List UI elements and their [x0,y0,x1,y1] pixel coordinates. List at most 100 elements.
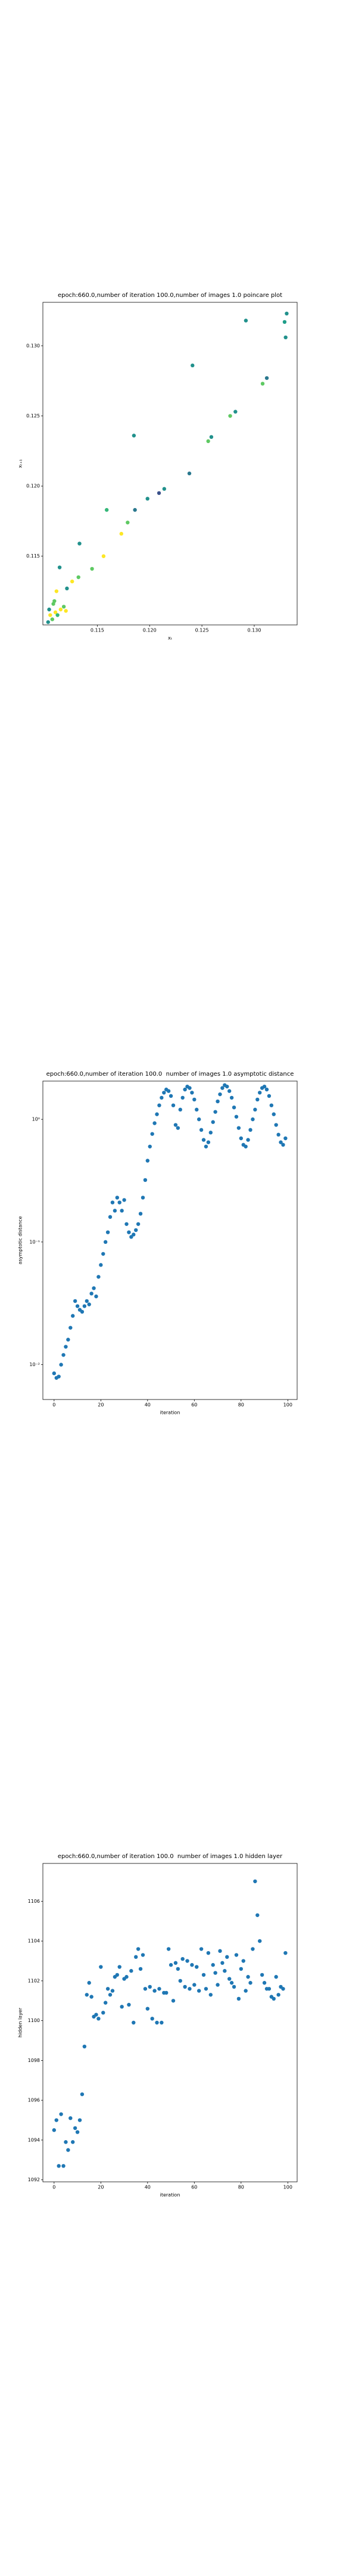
point [169,1094,173,1098]
point [236,1996,241,2001]
point [117,1965,121,1969]
point [206,1950,211,1955]
point [282,320,287,324]
point [162,487,167,491]
point [199,1947,204,1951]
point [52,2128,57,2132]
y-tick-label: 10⁻² [29,1362,40,1367]
y-tick-label: 1094 [28,2137,40,2142]
point [246,1975,250,1979]
chart-title: epoch:660.0,number of iteration 100.0 nu… [46,1071,294,1078]
point [262,1084,267,1089]
point [176,1126,180,1130]
point [48,613,52,617]
point [71,2140,75,2144]
point [54,2118,58,2122]
point [201,1973,206,1977]
point [255,1913,260,1917]
point [225,1955,229,1959]
point [155,1112,159,1116]
y-tick-label: 0.130 [26,343,40,348]
point [166,1089,171,1093]
point [141,1953,145,1957]
point [126,521,130,525]
y-tick-label: 1106 [28,1899,40,1904]
x-axis-label: iteration [160,1410,180,1416]
point [253,1107,257,1112]
point [110,1989,115,1993]
point [75,1304,80,1308]
point [216,1983,220,1987]
point [108,1215,113,1219]
point [64,2140,68,2144]
y-tick-label: 1100 [28,2018,40,2023]
point [223,1969,227,1973]
point [227,1089,232,1093]
chart-title: epoch:660.0,number of iteration 100.0 nu… [58,1853,283,1860]
point [138,1967,143,1971]
point [120,1209,124,1213]
point [157,1987,161,1991]
point [234,1114,239,1119]
point [89,1292,93,1296]
point [96,1275,101,1279]
point [52,599,57,603]
x-axis-label: iteration [160,2193,180,2198]
point [58,607,63,612]
point [183,1984,187,1989]
y-tick-label: 0.125 [26,413,40,419]
point [227,1977,232,1981]
point [80,2092,85,2097]
point [90,566,94,571]
point [87,1981,91,1985]
x-tick-label: 80 [238,1402,244,1408]
point [283,1136,288,1141]
point [120,2005,124,2009]
point [185,1959,189,1963]
point [133,507,137,512]
x-tick-label: 0.130 [248,628,261,633]
point [117,1200,121,1205]
point [80,1309,85,1314]
point [267,1094,272,1098]
point [47,607,51,612]
point [127,2002,131,2007]
point [199,1128,204,1132]
point [132,2020,136,2025]
point [136,1947,141,1951]
y-tick-label: 10⁻¹ [29,1239,40,1244]
point [162,1091,166,1095]
point [195,1107,199,1112]
point [134,1955,138,1959]
point [228,414,232,418]
point [234,1953,239,1957]
point [124,1975,129,1979]
point [64,1345,68,1349]
point [155,2020,159,2025]
point [281,1143,285,1147]
point [94,1294,98,1299]
point [53,610,58,615]
point [272,1112,276,1116]
point [211,1963,215,1967]
point [55,613,60,617]
point [108,1993,113,1997]
point [99,1965,103,1969]
point [59,1363,63,1367]
point [82,1304,87,1308]
point [258,1939,262,1943]
y-tick-label: 10⁰ [32,1117,40,1122]
point [190,1963,194,1967]
point [255,1097,260,1102]
point [276,1993,280,1997]
point [101,554,106,558]
point [208,1993,213,1997]
point [145,497,149,501]
point [110,1200,115,1205]
point [57,1374,61,1379]
point [166,1947,171,1951]
point [87,1302,91,1306]
point [136,1222,141,1226]
point [204,1987,208,1991]
x-tick-label: 0 [52,2185,55,2190]
